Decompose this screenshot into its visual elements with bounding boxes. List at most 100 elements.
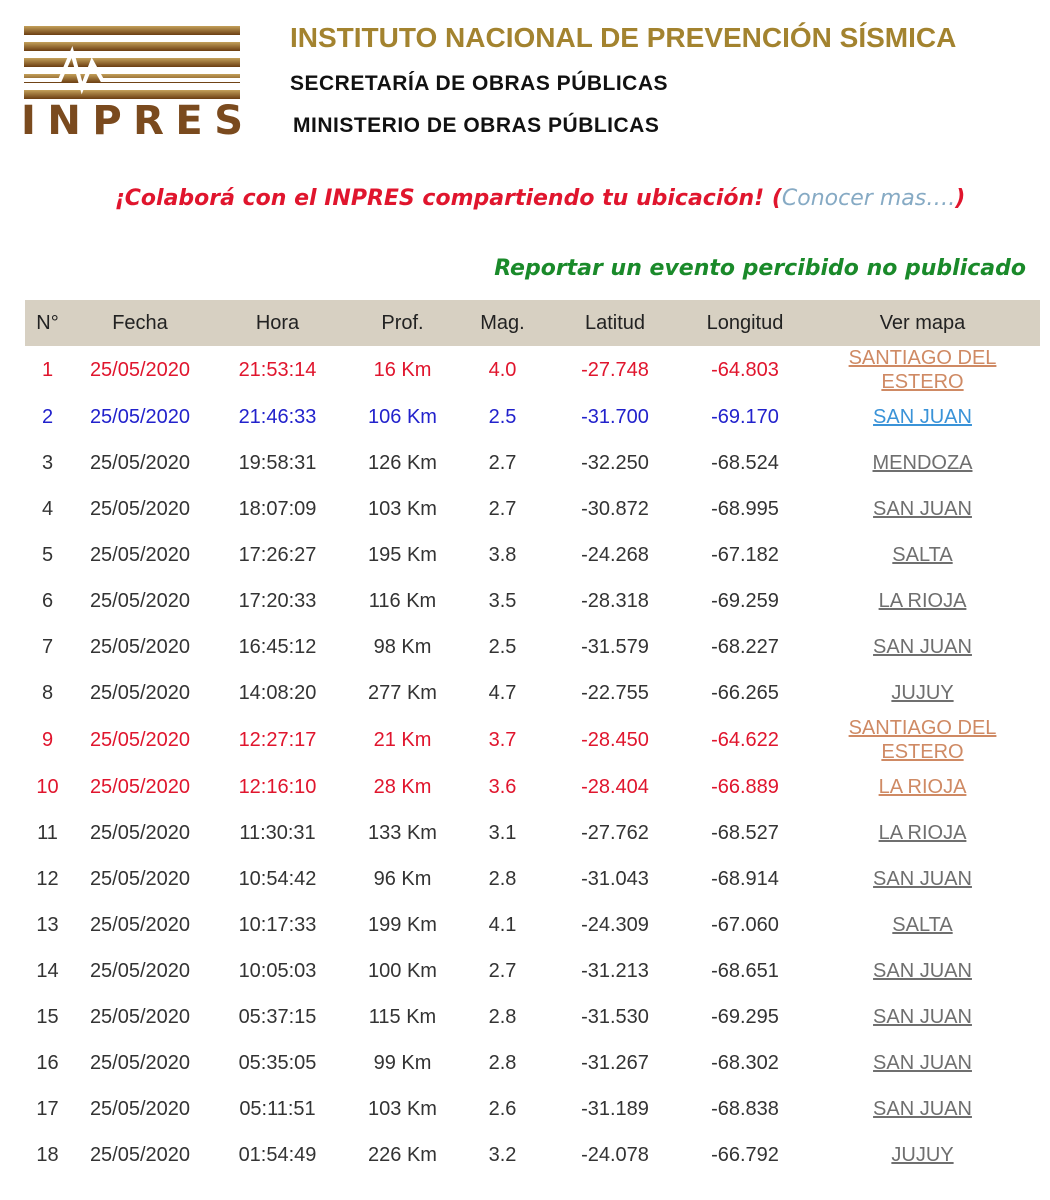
cell: 3 [41, 451, 54, 474]
cell: SANTIAGO DEL ESTERO [805, 716, 1040, 764]
cell: 3.1 [488, 821, 517, 844]
map-link[interactable]: SAN JUAN [873, 960, 972, 982]
map-link[interactable]: LA RIOJA [878, 776, 967, 798]
cell: 25/05/2020 [89, 358, 191, 381]
map-link[interactable]: SAN JUAN [873, 636, 972, 658]
cell: -64.803 [711, 358, 779, 381]
cell: 3.7 [488, 728, 517, 751]
cell: 12:27:17 [238, 728, 317, 751]
cell: 98 Km [373, 635, 432, 658]
cell: 25/05/2020 [89, 497, 191, 520]
map-link[interactable]: LA RIOJA [878, 590, 967, 612]
cell: 25/05/2020 [89, 681, 191, 704]
subtitle: MINISTERIO DE OBRAS PÚBLICAS [293, 114, 660, 137]
cell: 2.8 [488, 1051, 517, 1074]
cell: -28.404 [581, 775, 649, 798]
more-link[interactable]: Conocer mas…. [781, 186, 956, 211]
cell: 2.8 [488, 1005, 517, 1028]
cell: 10:54:42 [238, 867, 317, 890]
cell: 05:35:05 [238, 1051, 317, 1074]
row: 3 25/05/2020 19:58:31 126 Km 2.7 -32.250 -68.5… [25, 440, 1040, 486]
cell: MENDOZA [805, 440, 1040, 486]
map-link[interactable]: SALTA [892, 544, 953, 566]
cell: -68.838 [711, 1097, 779, 1120]
cell: 01:54:49 [238, 1143, 317, 1166]
cell: 25/05/2020 [89, 959, 191, 982]
cell: 21 Km [373, 728, 432, 751]
map-link[interactable]: MENDOZA [872, 452, 973, 474]
cell: LA RIOJA [805, 810, 1040, 856]
cell: 4.1 [488, 913, 517, 936]
cell: -24.309 [581, 913, 649, 936]
cell: 11:30:31 [239, 821, 316, 844]
cell: -67.182 [711, 543, 779, 566]
cell: 100 Km [368, 959, 437, 982]
map-link[interactable]: SAN JUAN [873, 498, 972, 520]
cell: -28.450 [581, 728, 649, 751]
row: 4 25/05/2020 18:07:09 103 Km 2.7 -30.872 -68.9… [25, 486, 1040, 532]
column-header: Prof. [345, 300, 460, 346]
map-link[interactable]: SANTIAGO DEL ESTERO [848, 717, 997, 763]
cell: 7 [41, 635, 54, 658]
map-link[interactable]: SAN JUAN [873, 868, 972, 890]
cell: 226 Km [368, 1143, 437, 1166]
cell: 05:11:51 [239, 1097, 316, 1120]
cell: 3.6 [488, 775, 517, 798]
paren: ) [955, 186, 966, 211]
map-link[interactable]: SALTA [892, 914, 953, 936]
subtitle: SECRETARÍA DE OBRAS PÚBLICAS [290, 72, 669, 95]
cell: -68.651 [711, 959, 779, 982]
column-header: Hora [210, 300, 345, 346]
cell: 2.8 [488, 867, 517, 890]
map-link[interactable]: SAN JUAN [873, 1052, 972, 1074]
map-link[interactable]: SAN JUAN [873, 406, 972, 428]
column-header: Longitud [685, 300, 805, 346]
cell: 3.5 [488, 589, 517, 612]
cell: 2 [41, 405, 54, 428]
cell: 12:16:10 [238, 775, 317, 798]
cell: -67.060 [711, 913, 779, 936]
cell: -64.622 [711, 728, 779, 751]
row: 9 25/05/2020 12:27:17 21 Km 3.7 -28.450 -64.62… [25, 716, 1040, 764]
cell: SALTA [805, 902, 1040, 948]
cell: 18 [36, 1143, 59, 1166]
header-row: N° Fecha Hora Prof. Mag. Latitud Longitud Ver m… [25, 300, 1040, 346]
cell: SALTA [805, 532, 1040, 578]
row: 8 25/05/2020 14:08:20 277 Km 4.7 -22.755 -66.2… [25, 670, 1040, 716]
cell: 25/05/2020 [89, 635, 191, 658]
cell: 9 [41, 728, 54, 751]
map-link[interactable]: LA RIOJA [878, 822, 967, 844]
cell: 14 [36, 959, 59, 982]
row: 7 25/05/2020 16:45:12 98 Km 2.5 -31.579 -68.22… [25, 624, 1040, 670]
cell: 3.2 [488, 1143, 517, 1166]
cell: -68.302 [711, 1051, 779, 1074]
cell: SAN JUAN [805, 624, 1040, 670]
collab-text: ¡Colaborá con el INPRES compartiendo tu … [114, 186, 765, 211]
cell: -68.524 [711, 451, 779, 474]
report-link[interactable]: Reportar un evento percibido no publicad… [494, 256, 1026, 281]
map-link[interactable]: SAN JUAN [873, 1006, 972, 1028]
cell: 05:37:15 [238, 1005, 317, 1028]
cell: -30.872 [581, 497, 649, 520]
cell: 5 [41, 543, 54, 566]
cell: -27.748 [581, 358, 649, 381]
map-link[interactable]: JUJUY [891, 1144, 954, 1166]
map-link[interactable]: SAN JUAN [873, 1098, 972, 1120]
row: 1 25/05/2020 21:53:14 16 Km 4.0 -27.748 -64.80… [25, 346, 1040, 394]
cell: 195 Km [368, 543, 437, 566]
cell: 25/05/2020 [89, 451, 191, 474]
cell: -31.043 [581, 867, 649, 890]
cell: 115 Km [368, 1005, 437, 1028]
cell: 2.6 [488, 1097, 517, 1120]
title: INSTITUTO NACIONAL DE PREVENCIÓN SÍSMICA [290, 22, 957, 53]
cell: 116 Km [368, 589, 437, 612]
map-link[interactable]: SANTIAGO DEL ESTERO [848, 347, 997, 393]
cell: JUJUY [805, 1132, 1040, 1178]
cell: 106 Km [368, 405, 437, 428]
row: 2 25/05/2020 21:46:33 106 Km 2.5 -31.700 -69.1… [25, 394, 1040, 440]
map-link[interactable]: JUJUY [891, 682, 954, 704]
row: 14 25/05/2020 10:05:03 100 Km 2.7 -31.213 -68.… [25, 948, 1040, 994]
row: 11 25/05/2020 11:30:31 133 Km 3.1 -27.762 -68.… [25, 810, 1040, 856]
cell: 2.7 [488, 497, 517, 520]
cell: 4.0 [488, 358, 517, 381]
